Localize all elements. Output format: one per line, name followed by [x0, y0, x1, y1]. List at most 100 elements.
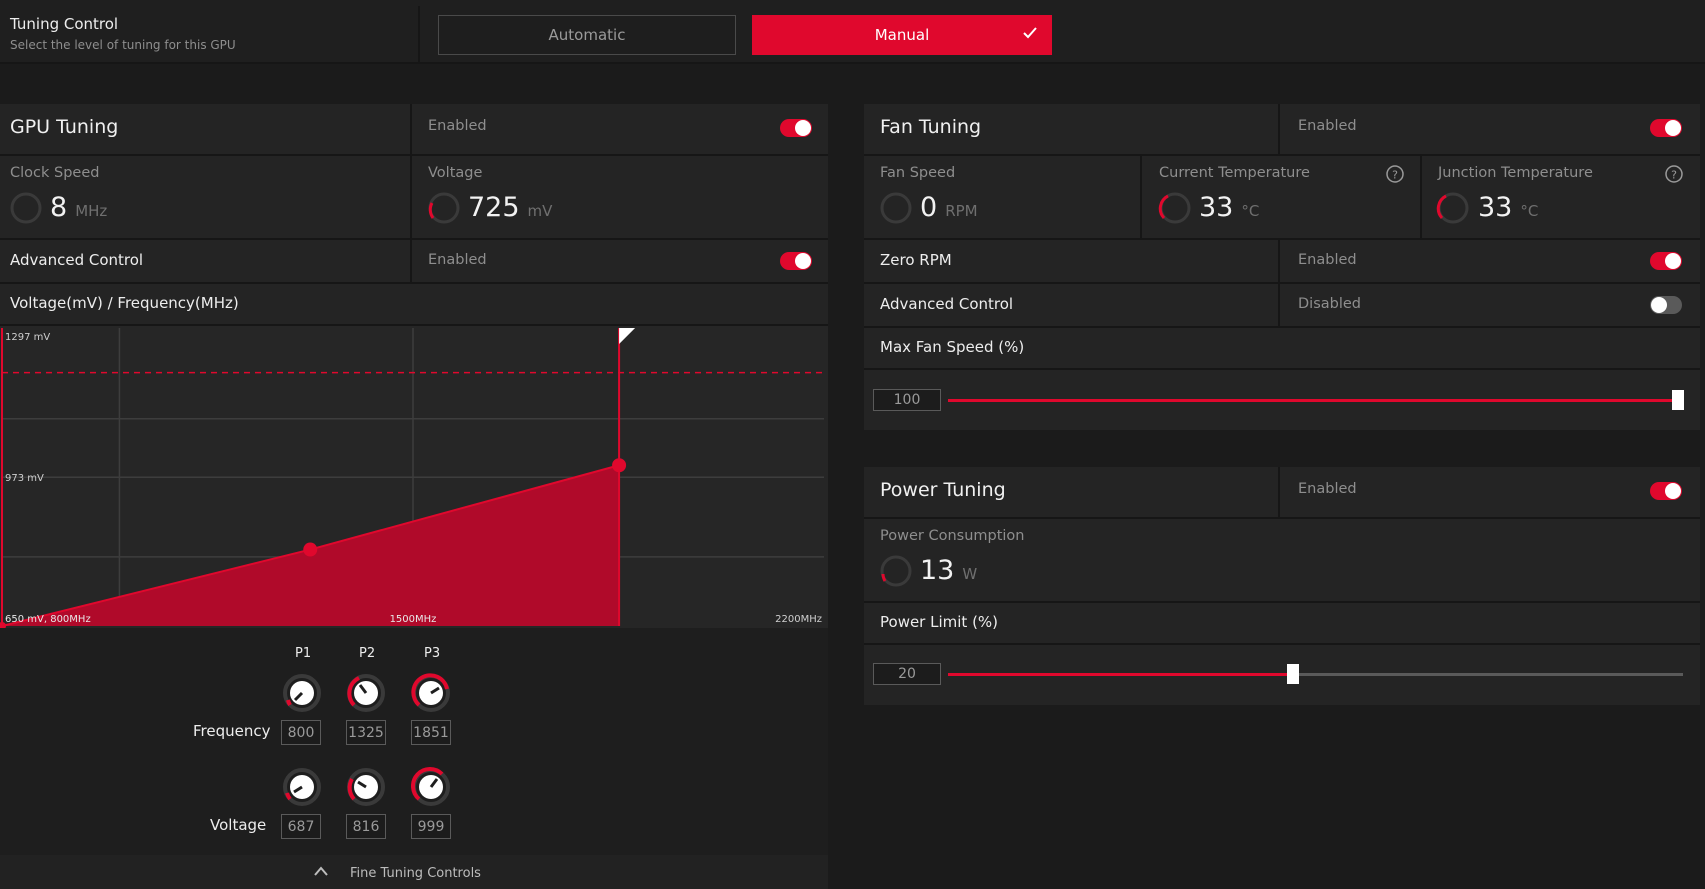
power-limit-input[interactable]: 20 — [873, 663, 941, 685]
power-limit-track[interactable] — [948, 664, 1683, 684]
vf-header — [0, 284, 828, 326]
max-fan-speed-header — [864, 328, 1700, 370]
current-temperature-cell — [1142, 156, 1422, 240]
p2-frequency-input[interactable]: 1325 — [346, 720, 386, 745]
power-limit-header — [864, 603, 1700, 645]
fan-tuning-status: Enabled — [1298, 118, 1357, 134]
p3-voltage-input[interactable]: 999 — [411, 814, 451, 839]
fan-speed-label: Fan Speed — [880, 165, 956, 181]
voltage-readout: 725 mV — [468, 192, 552, 223]
p2-voltage-dial-icon[interactable] — [346, 767, 386, 807]
fan-speed-value: 0 — [920, 192, 938, 223]
col-p3: P3 — [424, 646, 441, 661]
frequency-row-label: Frequency — [193, 722, 271, 740]
manual-button[interactable]: Manual — [752, 15, 1052, 55]
col-p2: P2 — [359, 646, 376, 661]
vf-chart[interactable]: 1297 mV 973 mV 650 mV, 800MHz 1500MHz 2200MH… — [0, 326, 828, 630]
p1-frequency-input[interactable]: 800 — [281, 720, 321, 745]
advanced-control-toggle[interactable] — [780, 252, 812, 270]
power-tuning-status: Enabled — [1298, 481, 1357, 497]
manual-label: Manual — [874, 26, 930, 44]
svg-text:?: ? — [1671, 169, 1677, 182]
clock-speed-label: Clock Speed — [10, 165, 100, 181]
fan-advanced-control-toggle[interactable] — [1650, 296, 1682, 314]
col-p1: P1 — [295, 646, 312, 661]
vf-title: Voltage(mV) / Frequency(MHz) — [10, 294, 239, 312]
power-tuning-header — [864, 467, 1280, 519]
max-fan-speed-thumb[interactable] — [1672, 390, 1684, 410]
voltage-unit: mV — [527, 202, 553, 220]
junction-temperature-unit: °C — [1520, 202, 1539, 220]
power-consumption-readout: 13 W — [920, 555, 977, 586]
p2-frequency-dial-icon[interactable] — [346, 673, 386, 713]
automatic-button[interactable]: Automatic — [438, 15, 736, 55]
power-consumption-gauge-icon — [880, 555, 912, 587]
fan-tuning-status-cell — [1280, 104, 1700, 156]
current-temperature-unit: °C — [1241, 202, 1260, 220]
gpu-tuning-status: Enabled — [428, 118, 487, 134]
power-limit-fill — [948, 673, 1293, 676]
power-consumption-value: 13 — [920, 555, 955, 586]
voltage-cell — [412, 156, 828, 240]
fine-tuning-footer-label: Fine Tuning Controls — [350, 866, 481, 881]
p1-voltage-dial-icon[interactable] — [282, 767, 322, 807]
clock-speed-unit: MHz — [75, 202, 108, 220]
voltage-row-label: Voltage — [210, 816, 267, 834]
fine-tuning-footer[interactable] — [0, 855, 828, 889]
junction-temperature-gauge-icon — [1436, 192, 1469, 224]
fan-speed-unit: RPM — [945, 202, 978, 220]
voltage-label: Voltage — [428, 165, 483, 181]
fan-advanced-control-cell — [864, 284, 1280, 328]
vf-chart-svg[interactable]: 1297 mV 973 mV 650 mV, 800MHz 1500MHz 2200MH… — [0, 326, 828, 630]
clock-speed-cell — [0, 156, 412, 240]
x-tick-label-max: 2200MHz — [775, 614, 822, 625]
junction-temperature-readout: 33 °C — [1478, 192, 1538, 223]
p1-frequency-dial-icon[interactable] — [282, 673, 322, 713]
p1-voltage-input[interactable]: 687 — [281, 814, 321, 839]
vf-point-p3 — [612, 458, 627, 473]
current-temperature-label: Current Temperature — [1159, 165, 1310, 181]
current-temperature-value: 33 — [1199, 192, 1234, 223]
svg-text:?: ? — [1392, 169, 1398, 182]
clock-speed-readout: 8 MHz — [50, 192, 107, 223]
fan-speed-readout: 0 RPM — [920, 192, 978, 223]
junction-temperature-cell — [1422, 156, 1700, 240]
gpu-tuning-status-cell — [412, 104, 828, 156]
zero-rpm-status-cell — [1280, 240, 1700, 284]
junction-temperature-label: Junction Temperature — [1438, 165, 1593, 181]
fan-tuning-toggle[interactable] — [1650, 119, 1682, 137]
zero-rpm-cell — [864, 240, 1280, 284]
current-temperature-readout: 33 °C — [1199, 192, 1259, 223]
power-tuning-toggle[interactable] — [1650, 482, 1682, 500]
p2-voltage-input[interactable]: 816 — [346, 814, 386, 839]
help-icon[interactable]: ? — [1664, 164, 1684, 184]
p3-frequency-input[interactable]: 1851 — [411, 720, 451, 745]
p3-frequency-dial-icon[interactable] — [411, 673, 451, 713]
max-fan-speed-input[interactable]: 100 — [873, 389, 941, 411]
p3-voltage-dial-icon[interactable] — [411, 767, 451, 807]
max-fan-speed-label: Max Fan Speed (%) — [880, 338, 1025, 356]
fan-speed-gauge-icon — [880, 192, 912, 224]
current-temperature-gauge-icon — [1158, 192, 1191, 224]
help-icon[interactable]: ? — [1385, 164, 1405, 184]
vf-curve-area — [2, 465, 620, 626]
automatic-label: Automatic — [548, 26, 626, 44]
gpu-tuning-header — [0, 104, 412, 156]
power-consumption-unit: W — [962, 565, 978, 583]
max-fan-speed-track[interactable] — [948, 390, 1684, 410]
clock-speed-gauge-icon — [10, 192, 42, 224]
zero-rpm-toggle[interactable] — [1650, 252, 1682, 270]
power-tuning-title: Power Tuning — [880, 479, 1006, 501]
zero-rpm-status: Enabled — [1298, 252, 1357, 268]
voltage-gauge-icon — [428, 192, 460, 224]
advanced-control-status-cell — [412, 240, 828, 284]
gpu-tuning-toggle[interactable] — [780, 119, 812, 137]
vf-point-p2 — [303, 542, 318, 557]
divider — [418, 6, 420, 62]
fan-tuning-header — [864, 104, 1280, 156]
chevron-up-icon[interactable] — [314, 866, 328, 876]
power-limit-thumb[interactable] — [1287, 664, 1299, 684]
frequency-marker-flag — [619, 328, 636, 344]
power-consumption-cell — [864, 519, 1700, 603]
tuning-control-subtitle: Select the level of tuning for this GPU — [10, 38, 236, 52]
